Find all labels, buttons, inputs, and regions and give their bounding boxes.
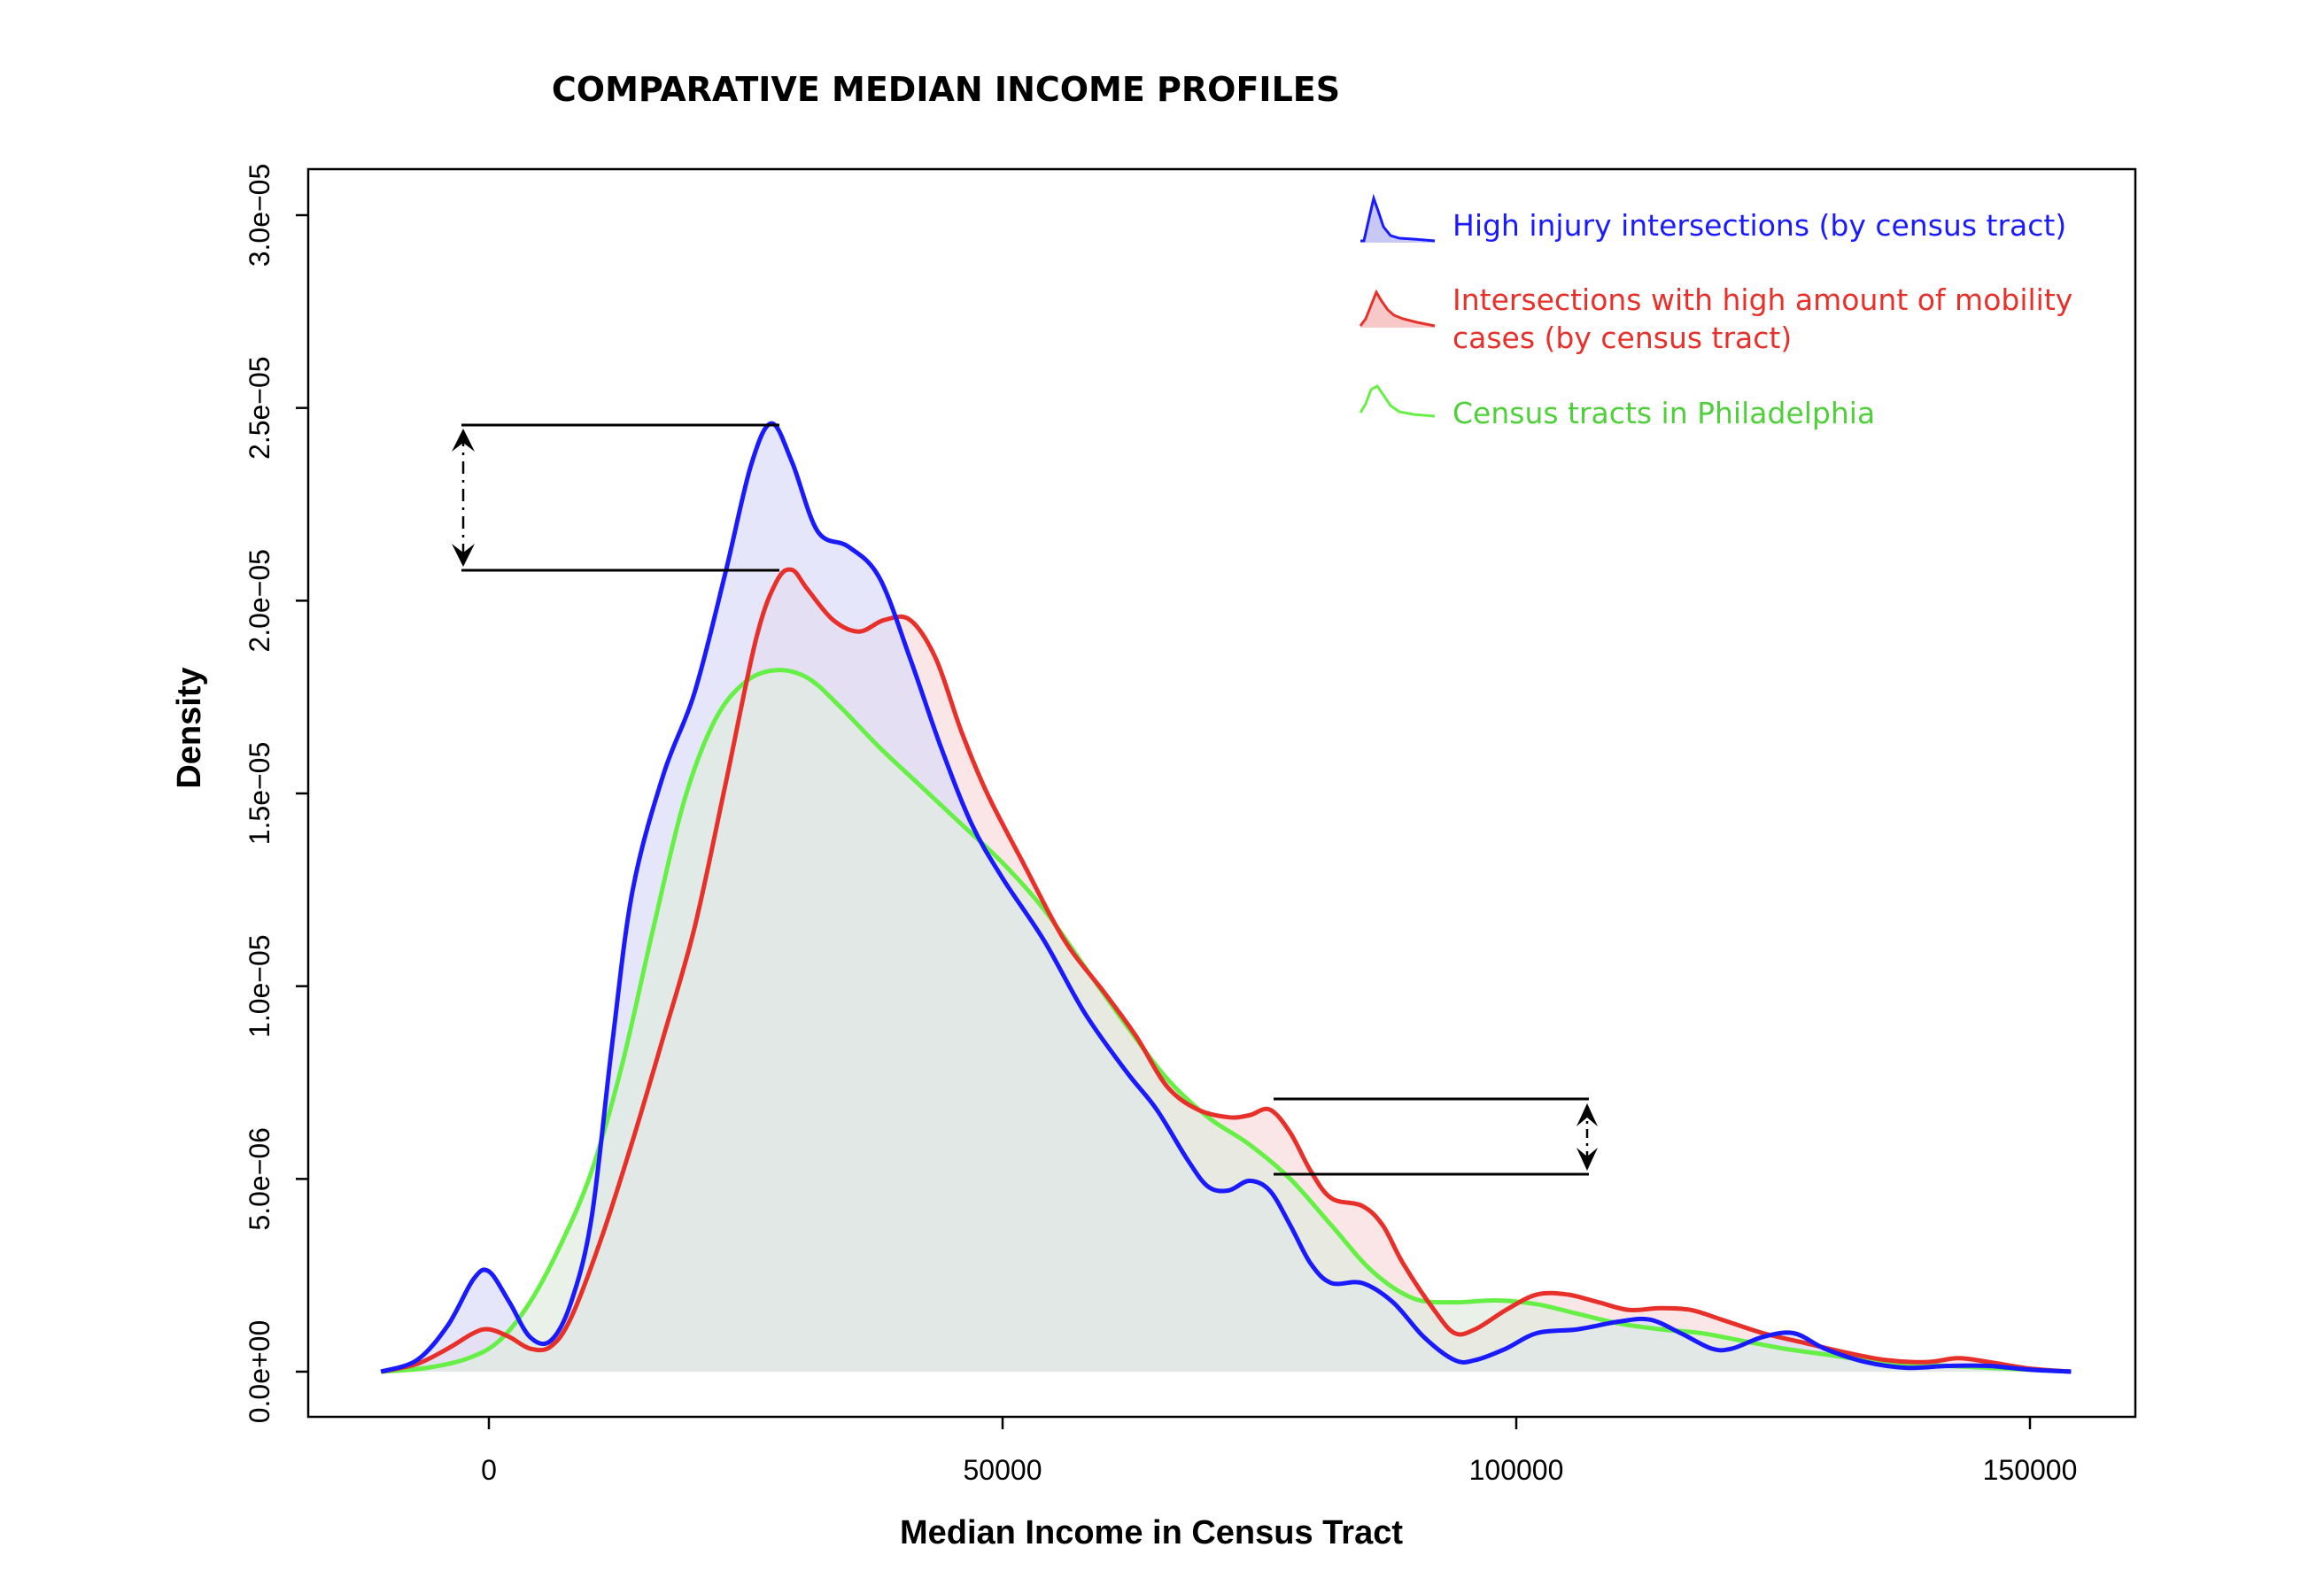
y-axis-title: Density xyxy=(171,667,208,788)
series-lines xyxy=(380,421,2072,1374)
legend: High injury intersections (by census tra… xyxy=(1344,186,2124,452)
series-fill-census-tracts xyxy=(381,669,2072,1372)
legend-label-census-tracts: Census tracts in Philadelphia xyxy=(1452,396,1875,430)
gap-annotation-right xyxy=(1274,1097,1598,1176)
y-tick-label: 1.5e−05 xyxy=(244,742,275,846)
y-tick-label: 0.0e+00 xyxy=(244,1320,275,1424)
legend-label-mobility: Intersections with high amount of mobili… xyxy=(1452,282,2072,317)
y-tick-label: 1.0e−05 xyxy=(244,934,275,1038)
legend-key-census-tracts xyxy=(1359,384,1436,418)
y-tick-label: 5.0e−06 xyxy=(244,1127,275,1231)
x-axis: 0 50000 100000 150000 xyxy=(481,1417,2077,1486)
legend-background xyxy=(1344,186,2124,452)
legend-key-high-injury xyxy=(1360,193,1436,243)
y-tick-label: 2.0e−05 xyxy=(244,549,275,653)
legend-label-high-injury: High injury intersections (by census tra… xyxy=(1452,208,2066,243)
series-line-mobility xyxy=(380,567,2072,1374)
y-tick-label: 3.0e−05 xyxy=(244,164,275,267)
legend-key-mobility xyxy=(1359,289,1436,328)
x-tick-label: 50000 xyxy=(964,1454,1042,1486)
series-line-high-injury xyxy=(380,421,2072,1374)
x-axis-title: Median Income in Census Tract xyxy=(900,1514,1403,1551)
x-tick-label: 150000 xyxy=(1983,1454,2078,1486)
y-axis: 0.0e+00 5.0e−06 1.0e−05 1.5e−05 2.0e−05 2.5e−… xyxy=(244,164,308,1424)
peak-gap-annotation-left xyxy=(452,423,779,572)
series-fills xyxy=(381,423,2072,1373)
chart-title: COMPARATIVE MEDIAN INCOME PROFILES xyxy=(552,70,1340,109)
y-tick-label: 2.5e−05 xyxy=(244,356,275,460)
x-tick-label: 0 xyxy=(481,1454,497,1486)
x-tick-label: 100000 xyxy=(1469,1454,1564,1486)
legend-label-mobility-line2: cases (by census tract) xyxy=(1452,321,1792,355)
